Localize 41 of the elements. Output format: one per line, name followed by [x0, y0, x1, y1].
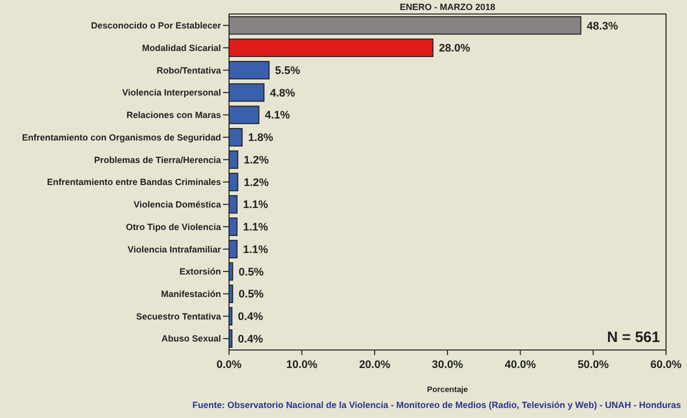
- chart-title: ENERO - MARZO 2018: [400, 2, 496, 12]
- data-label: 0.5%: [238, 288, 264, 301]
- data-label: 0.4%: [238, 333, 264, 346]
- x-tick-label: 20.0%: [359, 359, 390, 371]
- data-label: 0.4%: [238, 311, 264, 324]
- data-label: 4.1%: [264, 110, 290, 122]
- y-tick-label: Otro Tipo de Violencia: [126, 222, 222, 232]
- data-label: 1.1%: [243, 199, 268, 212]
- y-tick-label: Desconocido o Por Establecer: [90, 20, 222, 31]
- y-tick-label: Robo/Tentativa: [156, 65, 222, 76]
- data-label: 4.8%: [270, 87, 296, 100]
- data-label: 1.2%: [244, 154, 270, 166]
- y-tick-label: Violencia Intrafamiliar: [128, 244, 222, 254]
- x-tick-label: 40.0%: [504, 359, 536, 371]
- source-note: Fuente: Observatorio Nacional de la Violencia - Monitoreo de Medios (Radio, Televisión y Web) - UNAH - Honduras: [192, 400, 681, 410]
- y-tick-label: Modalidad Sicarial: [142, 42, 221, 53]
- data-label: 1.1%: [243, 222, 268, 234]
- data-label: 5.5%: [275, 65, 300, 77]
- x-tick-label: 50.0%: [578, 359, 609, 371]
- x-tick-label: 30.0%: [432, 359, 464, 371]
- data-label: 0.5%: [238, 266, 264, 278]
- data-label: 1.2%: [244, 176, 270, 189]
- x-tick-label: 10.0%: [286, 359, 318, 371]
- y-tick-label: Secuestro Tentativa: [136, 311, 222, 322]
- x-axis-title: Porcentaje: [427, 385, 469, 394]
- y-tick-label: Manifestación: [160, 289, 221, 299]
- y-tick-label: Enfrentamiento con Organismos de Seguridad: [22, 132, 221, 142]
- y-tick-label: Extorsión: [179, 266, 221, 277]
- y-tick-label: Violencia Doméstica: [134, 200, 222, 210]
- data-label: 48.3%: [586, 20, 618, 32]
- y-tick-label: Enfrentamiento entre Bandas Criminales: [46, 177, 221, 188]
- annotation: N = 561: [607, 329, 660, 346]
- y-tick-label: Abuso Sexual: [161, 334, 221, 344]
- y-tick-label: Problemas de Tierra/Herencia: [94, 154, 222, 165]
- data-label: 28.0%: [438, 42, 470, 55]
- x-tick-label: 60.0%: [650, 359, 682, 371]
- y-tick-label: Violencia Interpersonal: [122, 88, 221, 98]
- data-label: 1.8%: [248, 132, 274, 144]
- y-tick-label: Relaciones con Maras: [126, 110, 221, 120]
- x-tick-label: 0.0%: [216, 359, 242, 371]
- data-label: 1.1%: [243, 244, 268, 256]
